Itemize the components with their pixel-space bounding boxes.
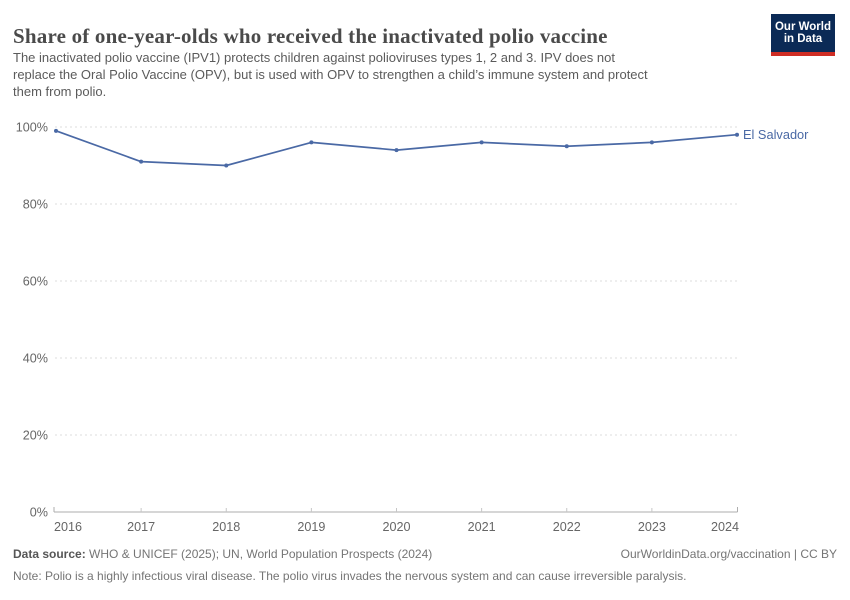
y-tick-label: 0% [30,506,48,520]
data-point[interactable] [394,148,399,153]
data-point[interactable] [224,163,229,168]
chart-subtitle-line: The inactivated polio vaccine (IPV1) pro… [13,50,615,65]
chart-subtitle-line: them from polio. [13,84,107,99]
data-point[interactable] [309,140,314,145]
note-label: Note: [13,569,42,583]
x-tick-label: 2023 [638,520,666,534]
x-tick-label: 2020 [382,520,410,534]
owid-logo-line1: Our World [774,20,831,33]
x-tick-label: 2018 [212,520,240,534]
y-tick-label: 80% [23,198,48,212]
y-tick-label: 60% [23,275,48,289]
data-point[interactable] [735,132,739,137]
data-point[interactable] [139,159,144,164]
note-text: Polio is a highly infectious viral disea… [41,569,687,583]
chart-subtitle-line: replace the Oral Polio Vaccine (OPV), bu… [13,67,648,82]
data-source-line: Data source: WHO & UNICEF (2025); UN, Wo… [13,547,432,561]
data-source-label: Data source: [13,547,86,561]
owid-logo-line2: in Data [783,33,823,45]
note-line: Note: Polio is a highly infectious viral… [13,569,837,583]
y-tick-label: 40% [23,352,48,366]
chart-subtitle: The inactivated polio vaccine (IPV1) pro… [13,49,753,100]
x-tick-label: 2022 [553,520,581,534]
x-tick-label: 2016 [54,520,82,534]
y-tick-label: 20% [23,429,48,443]
data-point[interactable] [54,128,58,133]
page-title: Share of one-year-olds who received the … [13,24,608,49]
x-tick-label: 2019 [297,520,325,534]
data-point[interactable] [564,144,569,149]
data-point[interactable] [479,140,484,145]
owid-logo[interactable]: Our World in Data [771,14,835,56]
y-tick-label: 100% [16,121,48,135]
chart-footer: Data source: WHO & UNICEF (2025); UN, Wo… [13,547,837,561]
footer-link[interactable]: OurWorldinData.org/vaccination | CC BY [620,547,837,561]
series-end-label[interactable]: El Salvador [743,127,809,142]
x-tick-label: 2024 [711,520,739,534]
data-source-text: WHO & UNICEF (2025); UN, World Populatio… [85,547,433,561]
x-tick-label: 2017 [127,520,155,534]
data-point[interactable] [649,140,654,145]
x-tick-label: 2021 [468,520,496,534]
